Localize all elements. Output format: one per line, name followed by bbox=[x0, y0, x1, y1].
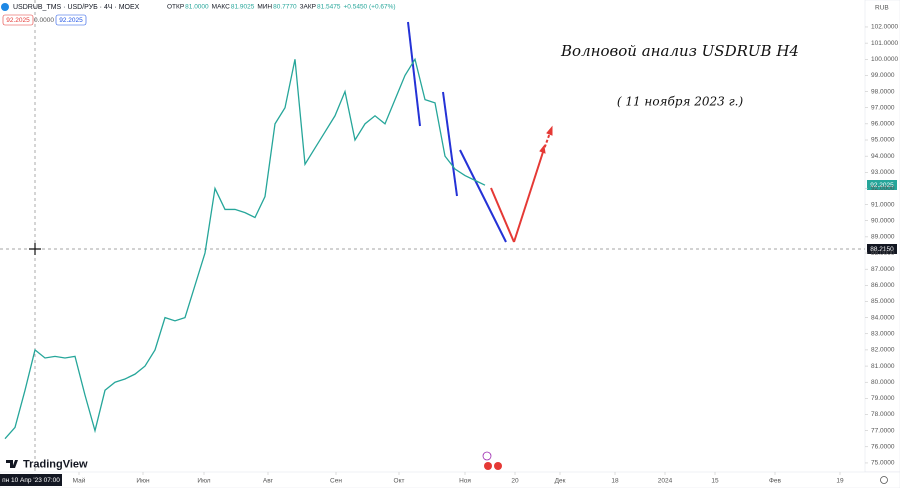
ohlc-value: 81.5475 bbox=[317, 4, 341, 11]
symbol: USDRUB_TMS · USD/РУБ · 4Ч · MOEX bbox=[13, 4, 140, 11]
last-price: 92.2025 bbox=[870, 182, 894, 189]
y-tick-label: 89.0000 bbox=[871, 234, 895, 241]
crosshair-price-box bbox=[867, 244, 897, 254]
chart-title: Волновой анализ USDRUB H4 bbox=[560, 42, 799, 60]
y-tick-label: 87.0000 bbox=[871, 266, 895, 273]
y-tick-label: 77.0000 bbox=[871, 427, 895, 434]
ohlc: ОТКР 81.0000 МАКС 81.9025 МИН 80.7770 ЗАКР 81.5… bbox=[167, 4, 396, 11]
y-tick-label: 95.0000 bbox=[871, 137, 895, 144]
y-tick-label: 75.0000 bbox=[871, 460, 895, 467]
crosshair-time: пн 10 Апр '23 07:00 bbox=[2, 477, 60, 484]
y-tick-label: 99.0000 bbox=[871, 72, 895, 79]
y-tick-label: 85.0000 bbox=[871, 298, 895, 305]
y-tick-label: 82.0000 bbox=[871, 347, 895, 354]
ohlc-label: МИН bbox=[257, 4, 272, 11]
ohlc-value: 80.7770 bbox=[273, 4, 297, 11]
x-tick-label: Фев bbox=[769, 478, 782, 485]
y-tick-label: 79.0000 bbox=[871, 395, 895, 402]
last-price-box bbox=[867, 180, 897, 190]
logo: TradingView bbox=[23, 458, 88, 470]
y-tick-label: 92.0000 bbox=[871, 185, 895, 192]
badge-text: 0.0000 bbox=[34, 17, 54, 24]
ohlc-label: МАКС bbox=[212, 4, 230, 11]
y-tick-label: 102.0000 bbox=[871, 24, 898, 31]
y-tick-label: 80.0000 bbox=[871, 379, 895, 386]
ohlc-value: 81.9025 bbox=[231, 4, 255, 11]
y-tick-label: 93.0000 bbox=[871, 169, 895, 176]
chart-subtitle: ( 11 ноября 2023 г.) bbox=[617, 95, 744, 109]
x-tick-label: Ноя bbox=[459, 478, 471, 485]
event-icon[interactable] bbox=[482, 451, 492, 461]
y-tick-label: 98.0000 bbox=[871, 88, 895, 95]
y-tick-label: 88.0000 bbox=[871, 250, 895, 257]
event-icon[interactable] bbox=[484, 462, 492, 470]
wave-line bbox=[490, 187, 515, 243]
currency: RUB bbox=[875, 5, 889, 12]
x-tick-label: Июн bbox=[136, 478, 150, 485]
ohlc-label: ЗАКР bbox=[300, 4, 316, 11]
crosshair-time-box bbox=[0, 474, 62, 486]
symbol-icon bbox=[1, 3, 9, 11]
price-line bbox=[4, 57, 486, 440]
x-tick-label: 2024 bbox=[658, 478, 673, 485]
ohlc-change: +0.5450 (+0.67%) bbox=[344, 4, 396, 11]
y-tick-label: 90.0000 bbox=[871, 217, 895, 224]
y-tick-label: 96.0000 bbox=[871, 121, 895, 128]
x-tick-label: Сен bbox=[330, 478, 342, 485]
y-tick-label: 81.0000 bbox=[871, 363, 895, 370]
x-tick-label: Май bbox=[73, 477, 86, 485]
y-tick-label: 97.0000 bbox=[871, 104, 895, 111]
price-axis bbox=[864, 0, 900, 473]
x-tick-label: Авг bbox=[263, 478, 274, 485]
x-tick-label: Окт bbox=[394, 478, 405, 485]
y-tick-label: 86.0000 bbox=[871, 282, 895, 289]
arrow-head bbox=[539, 144, 546, 154]
crosshair-price: 88.2150 bbox=[870, 246, 894, 253]
wave-lines bbox=[407, 21, 553, 243]
arrow-head bbox=[546, 125, 553, 136]
y-tick-label: 76.0000 bbox=[871, 444, 895, 451]
wave-line bbox=[442, 91, 458, 197]
settings-icon[interactable] bbox=[880, 476, 888, 484]
wave-line bbox=[459, 149, 507, 243]
logo-icon bbox=[6, 460, 18, 468]
ohlc-label: ОТКР bbox=[167, 4, 184, 11]
y-tick-label: 78.0000 bbox=[871, 411, 895, 418]
badge-text: 92.2025 bbox=[59, 17, 83, 24]
y-tick-label: 83.0000 bbox=[871, 330, 895, 337]
x-tick-label: Июл bbox=[197, 478, 210, 485]
wave-line bbox=[513, 151, 544, 243]
y-tick-label: 84.0000 bbox=[871, 314, 895, 321]
x-tick-label: 15 bbox=[711, 478, 719, 485]
ohlc-value: 81.0000 bbox=[185, 4, 209, 11]
y-tick-label: 94.0000 bbox=[871, 153, 895, 160]
wave-line bbox=[407, 21, 421, 127]
x-tick-label: 19 bbox=[836, 478, 844, 485]
y-tick-label: 101.0000 bbox=[871, 40, 898, 47]
event-icon[interactable] bbox=[494, 462, 502, 470]
time-axis bbox=[0, 471, 900, 488]
badge bbox=[2, 14, 34, 26]
wave-line bbox=[542, 129, 552, 153]
badge bbox=[55, 14, 87, 26]
x-tick-label: 20 bbox=[511, 478, 519, 485]
cursor bbox=[29, 243, 41, 255]
y-tick-label: 100.0000 bbox=[871, 56, 898, 63]
x-tick-label: 18 bbox=[611, 478, 619, 485]
y-tick-label: 91.0000 bbox=[871, 201, 895, 208]
badge-text: 92.2025 bbox=[6, 17, 30, 24]
x-tick-label: Дек bbox=[555, 478, 566, 485]
